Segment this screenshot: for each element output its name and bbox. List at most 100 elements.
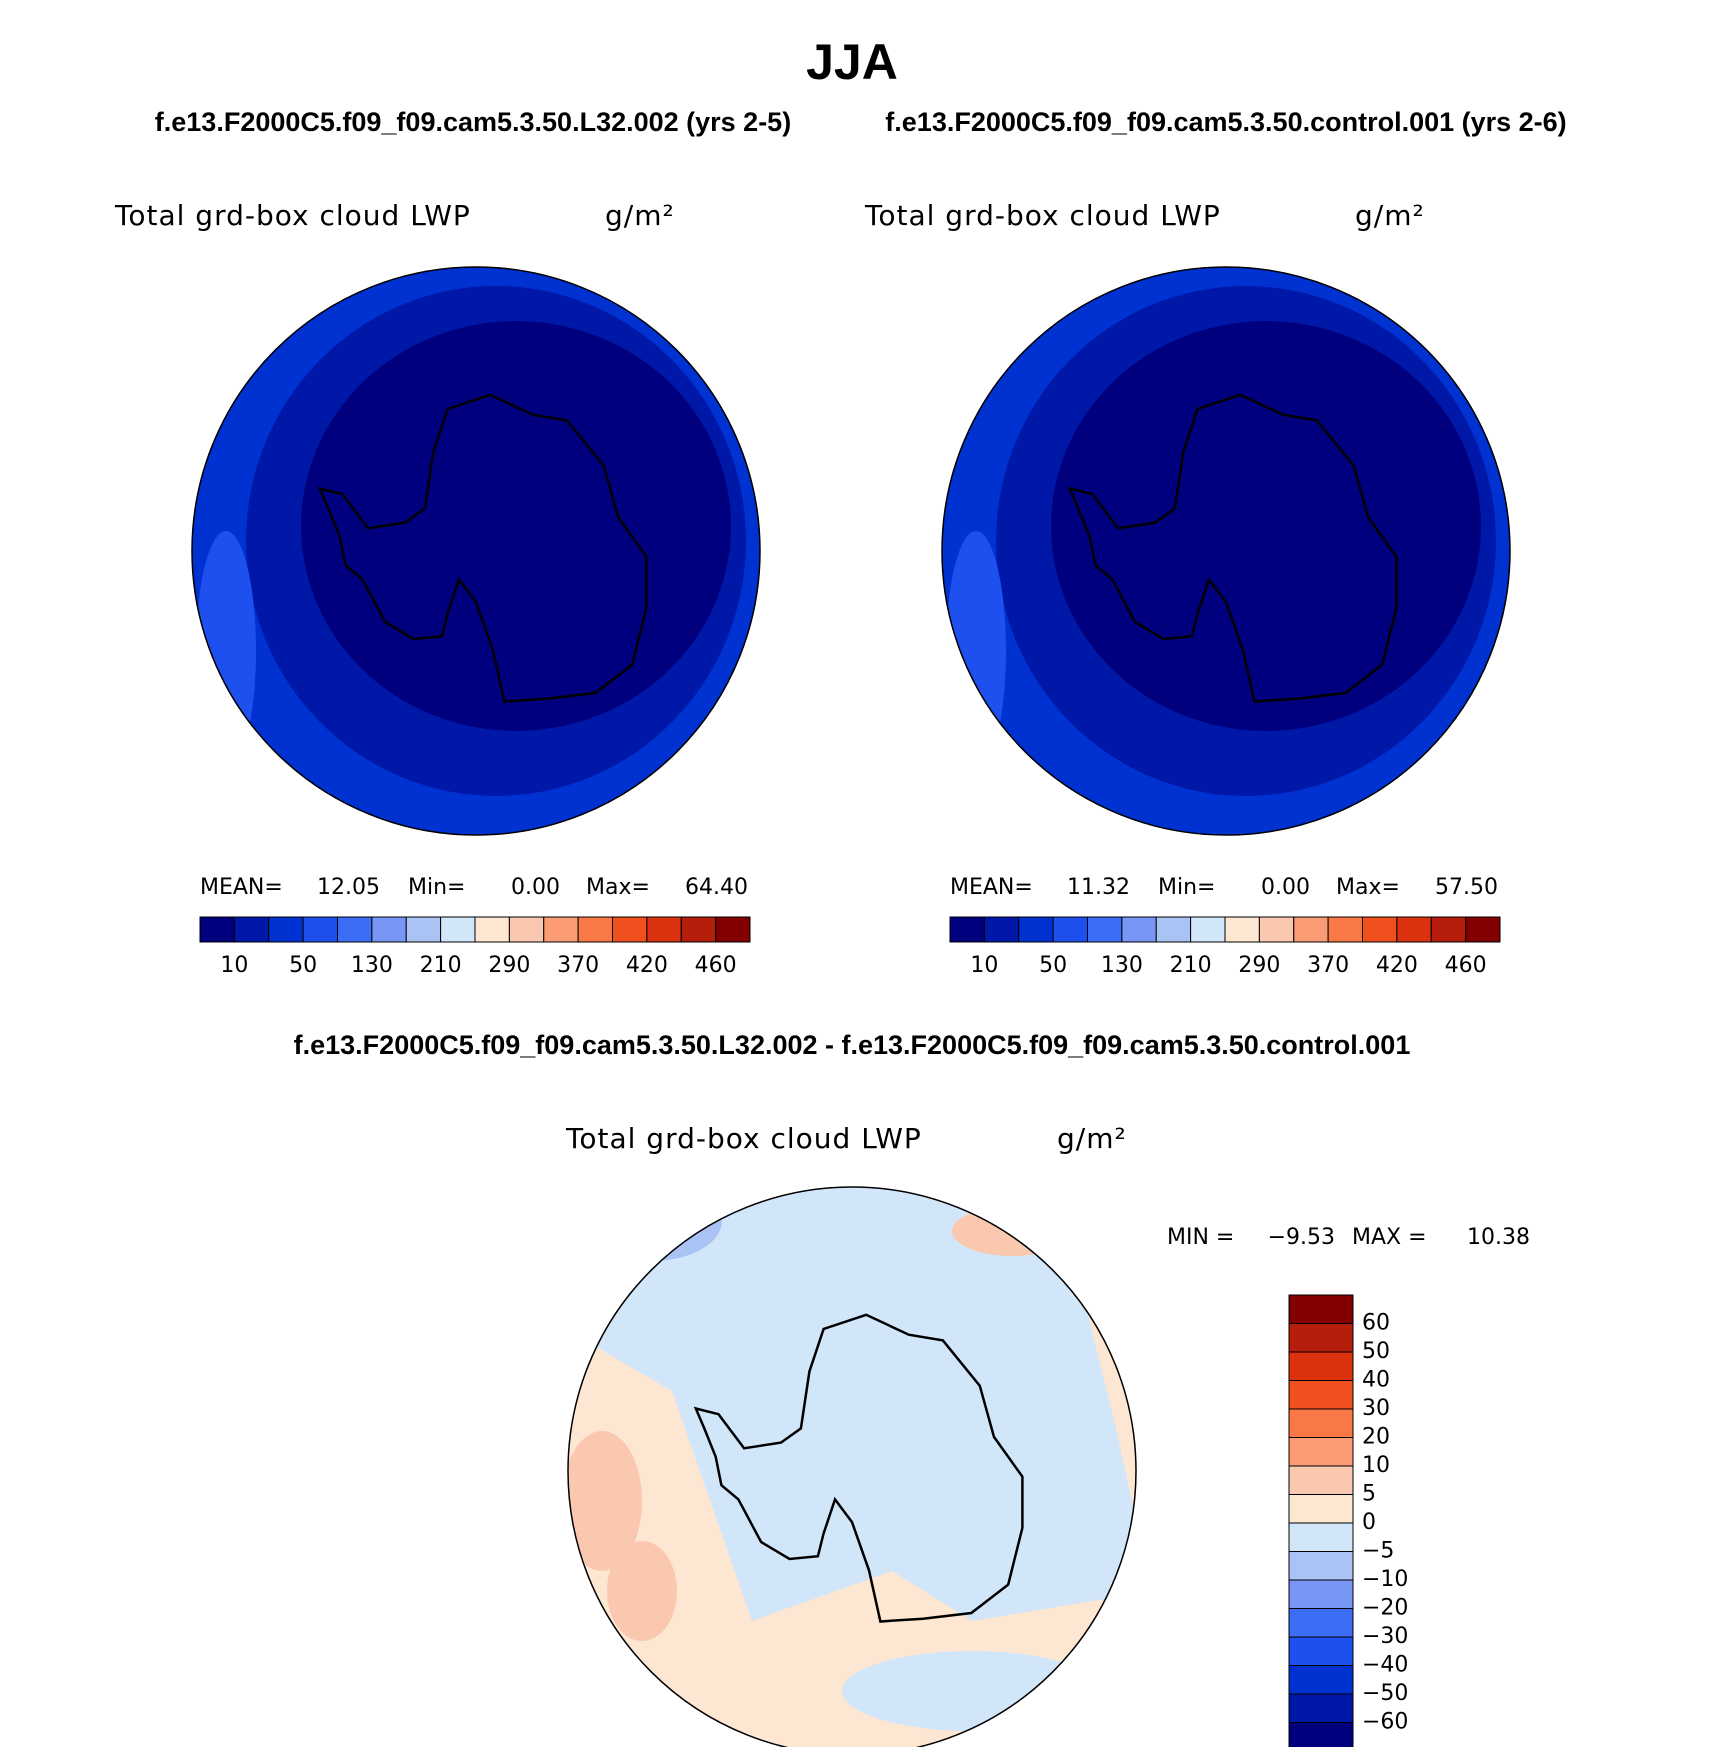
stat-value: 10.38 [1467, 1225, 1530, 1250]
colorbar-box [1018, 916, 1054, 943]
colorbar-box [1155, 916, 1192, 943]
stat-value: 11.32 [1067, 875, 1130, 900]
colorbar-label: 210 [1170, 953, 1212, 978]
map [568, 1187, 1136, 1747]
colorbar-box [508, 916, 545, 943]
colorbar-box [1288, 1665, 1354, 1695]
colorbar-label: 290 [488, 953, 530, 978]
stat-label: MEAN= [950, 875, 1033, 900]
colorbar-label: −50 [1362, 1681, 1408, 1706]
map-field [1051, 321, 1481, 731]
colorbar-box [1258, 916, 1295, 943]
colorbar-box [268, 916, 304, 943]
colorbar-box [1396, 916, 1432, 943]
colorbar-box [1465, 916, 1501, 943]
colorbar-box [1288, 1294, 1354, 1324]
stat-value: 0.00 [1261, 875, 1310, 900]
stat-label: Min= [408, 875, 465, 900]
colorbar-box [1430, 916, 1467, 943]
map [192, 267, 760, 835]
colorbar-label: 10 [220, 953, 248, 978]
colorbar-label: 130 [351, 953, 393, 978]
colorbar-label: 370 [557, 953, 599, 978]
colorbar-label: 20 [1362, 1425, 1390, 1450]
map-field [568, 1187, 1136, 1621]
units-label: g/m² [1355, 199, 1425, 232]
stat-label: Min= [1158, 875, 1215, 900]
colorbar-box [199, 916, 235, 943]
coastline [693, 1313, 1024, 1623]
stat-value: 0.00 [511, 875, 560, 900]
units-label: g/m² [1057, 1122, 1127, 1155]
colorbar-box [983, 916, 1020, 943]
colorbar-box [1288, 1323, 1354, 1353]
figure-title: JJA [806, 34, 898, 90]
colorbar-box [1288, 1608, 1354, 1638]
stat-value: −9.53 [1268, 1225, 1335, 1250]
difference-title: f.e13.F2000C5.f09_f09.cam5.3.50.L32.002 … [294, 1030, 1411, 1060]
colorbar-label: −30 [1362, 1624, 1408, 1649]
colorbar-box [1052, 916, 1088, 943]
panel-subtitle: f.e13.F2000C5.f09_f09.cam5.3.50.control.… [885, 107, 1566, 137]
colorbar-label: 420 [1376, 953, 1418, 978]
colorbar-label: 30 [1362, 1396, 1390, 1421]
colorbar-box [1288, 1722, 1354, 1747]
map-border [941, 266, 1511, 836]
map-field [582, 1187, 722, 1261]
map-border [567, 1186, 1137, 1747]
colorbar-label: 130 [1101, 953, 1143, 978]
map-field [842, 1651, 1102, 1731]
colorbar-label: 370 [1307, 953, 1349, 978]
colorbar-box [1224, 916, 1260, 943]
colorbar-box [474, 916, 510, 943]
colorbar-label: 290 [1238, 953, 1280, 978]
colorbar-box [612, 916, 648, 943]
map-border [191, 266, 761, 836]
variable-label: Total grd-box cloud LWP [864, 199, 1221, 232]
colorbar-box [302, 916, 338, 943]
stat-value: 64.40 [685, 875, 748, 900]
colorbar-box [1288, 1522, 1354, 1552]
colorbar-label: 420 [626, 953, 668, 978]
colorbar-box [1190, 916, 1226, 943]
units-label: g/m² [605, 199, 675, 232]
colorbar-box [233, 916, 270, 943]
colorbar-label: 10 [970, 953, 998, 978]
colorbar-box [1288, 1408, 1354, 1438]
variable-label: Total grd-box cloud LWP [114, 199, 471, 232]
colorbar-box [1288, 1465, 1354, 1495]
colorbar-box [1288, 1693, 1354, 1723]
colorbar-box [1288, 1551, 1354, 1581]
colorbar-box [440, 916, 476, 943]
colorbar-label: 210 [420, 953, 462, 978]
colorbar-box [1288, 1494, 1354, 1524]
map-field [946, 531, 1006, 771]
map-field [196, 531, 256, 771]
colorbar-label: 460 [695, 953, 737, 978]
map-field [607, 1541, 677, 1641]
colorbar-box [1327, 916, 1363, 943]
colorbar-label: 60 [1362, 1311, 1390, 1336]
colorbar-label: −60 [1362, 1710, 1408, 1735]
colorbar-label: −20 [1362, 1596, 1408, 1621]
colorbar-box [1288, 1437, 1354, 1467]
colorbar-box [1288, 1351, 1354, 1381]
colorbar-box [405, 916, 442, 943]
colorbar-label: 460 [1445, 953, 1487, 978]
colorbar-box [543, 916, 579, 943]
colorbar-label: −5 [1362, 1539, 1394, 1564]
stat-label: MIN = [1167, 1225, 1234, 1250]
coastline [1067, 393, 1398, 703]
colorbar-box [371, 916, 407, 943]
colorbar-box [1362, 916, 1398, 943]
colorbar-box [949, 916, 985, 943]
colorbar-box [1288, 1380, 1354, 1410]
stat-label: MAX = [1352, 1225, 1427, 1250]
stat-label: MEAN= [200, 875, 283, 900]
stat-label: Max= [1336, 875, 1400, 900]
stat-label: Max= [586, 875, 650, 900]
panel-subtitle: f.e13.F2000C5.f09_f09.cam5.3.50.L32.002 … [155, 107, 791, 137]
stat-value: 12.05 [317, 875, 380, 900]
